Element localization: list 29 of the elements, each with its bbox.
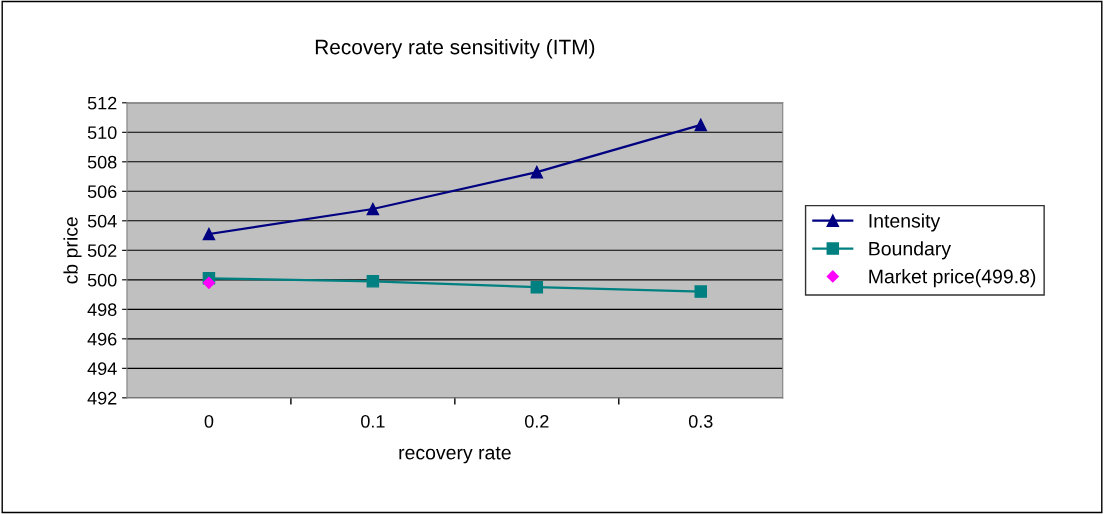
y-tick-label: 498 [87,303,117,317]
point [694,285,708,298]
legend-label: Boundary [869,241,951,260]
y-tick-label: 492 [87,391,117,405]
x-tick-label: 0.3 [688,414,713,428]
y-tick-label: 494 [87,362,117,376]
x-tick-label: 0.2 [524,414,549,428]
y-tick-label: 512 [87,96,117,110]
x-tick-label: 0.1 [361,414,385,428]
x-axis-title: recovery rate [399,446,511,464]
point [202,227,216,241]
x-tick-label: 0 [204,414,214,428]
point [530,165,544,179]
point [530,280,544,294]
y-axis-title: cb price [63,217,82,284]
y-tick-label: 508 [87,155,117,169]
legend-label: Market price(499.8) [869,269,1036,288]
y-tick-label: 500 [87,273,117,287]
y-tick-label: 506 [87,185,117,199]
y-tick-label: 502 [87,244,117,258]
y-tick-label: 496 [87,332,117,346]
point [366,202,380,216]
y-tick-label: 504 [87,214,117,228]
legend-label: Intensity [869,213,941,232]
y-tick-label: 510 [87,126,117,140]
chart-title: Recovery rate sensitivity (ITM) [315,39,595,59]
point [366,275,380,288]
point [202,276,216,289]
point [694,118,708,132]
